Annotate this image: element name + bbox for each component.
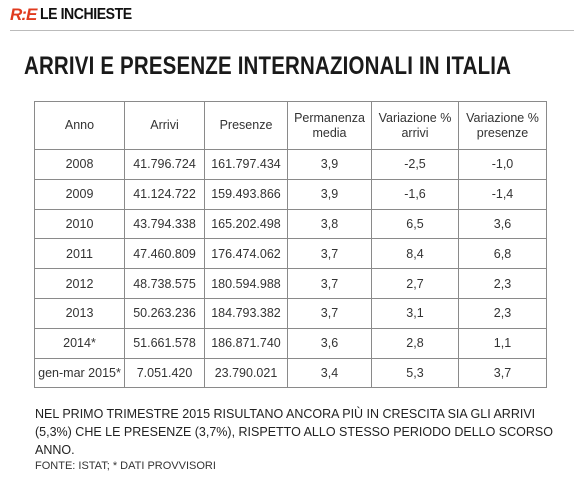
table-cell: 3,7 [287, 268, 372, 299]
table-cell: 184.793.382 [204, 297, 288, 329]
table-cell: 3,7 [287, 238, 372, 270]
table-cell: 50.263.236 [124, 297, 205, 329]
table-cell: 165.202.498 [204, 208, 288, 240]
table-cell: 3,9 [287, 178, 372, 210]
summary-note: NEL PRIMO TRIMESTRE 2015 RISULTANO ANCOR… [35, 407, 553, 457]
table-cell: 2010 [34, 208, 125, 240]
table-cell: 3,7 [458, 357, 547, 389]
table-cell: 47.460.809 [124, 238, 205, 270]
table-cell: 180.594.988 [204, 268, 288, 299]
table-cell: 2,3 [458, 297, 547, 329]
table-cell: 2013 [34, 297, 125, 329]
table-cell: -1,4 [458, 178, 547, 210]
table-cell: 6,8 [458, 238, 547, 270]
table-cell: 3,1 [371, 297, 459, 329]
table-cell: 7.051.420 [124, 357, 205, 389]
table-cell: 23.790.021 [204, 357, 288, 389]
table-cell: 161.797.434 [204, 149, 288, 180]
column-header: Permanenza media [287, 101, 372, 150]
table-row: gen-mar 2015* 7.051.420 23.790.021 3,4 5,3 3,… [34, 357, 547, 389]
table-row: 2008 41.796.724 161.797.434 3,9 -2,5 -1,0 [34, 149, 547, 180]
brand-logo: R:E [10, 5, 37, 24]
table-row: 2013 50.263.236 184.793.382 3,7 3,1 2,3 [34, 297, 547, 329]
table-cell: 186.871.740 [204, 327, 288, 359]
table-cell: 3,8 [287, 208, 372, 240]
table-cell: 51.661.578 [124, 327, 205, 359]
section-title: LE INCHIESTE [40, 6, 133, 23]
table-cell: 3,4 [287, 357, 372, 389]
table-cell: 2009 [34, 178, 125, 210]
table-row: 2012 48.738.575 180.594.988 3,7 2,7 2,3 [34, 268, 547, 299]
table-row: 2014* 51.661.578 186.871.740 3,6 2,8 1,1 [34, 327, 547, 359]
header-divider [10, 30, 574, 31]
table-cell: 2,3 [458, 268, 547, 299]
table-cell: 2,8 [371, 327, 459, 359]
table-cell: -1,6 [371, 178, 459, 210]
table-cell: 176.474.062 [204, 238, 288, 270]
data-table: Anno Arrivi Presenze Permanenza media Va… [34, 101, 547, 389]
source-note: FONTE: ISTAT; * DATI PROVVISORI [35, 460, 216, 472]
column-header: Arrivi [124, 101, 205, 150]
table-cell: -2,5 [371, 149, 459, 180]
table-cell: 8,4 [371, 238, 459, 270]
column-header: Variazione % arrivi [371, 101, 459, 150]
table-cell: 41.124.722 [124, 178, 205, 210]
table-row: 2011 47.460.809 176.474.062 3,7 8,4 6,8 [34, 238, 547, 270]
table-cell: -1,0 [458, 149, 547, 180]
table-cell: 43.794.338 [124, 208, 205, 240]
table-row: 2009 41.124.722 159.493.866 3,9 -1,6 -1,4 [34, 178, 547, 210]
table-cell: 48.738.575 [124, 268, 205, 299]
table-cell: 2014* [34, 327, 125, 359]
page-title: ARRIVI E PRESENZE INTERNAZIONALI IN ITAL… [24, 52, 512, 80]
table-cell: gen-mar 2015* [34, 357, 125, 389]
table-cell: 41.796.724 [124, 149, 205, 180]
table-cell: 2,7 [371, 268, 459, 299]
table-cell: 3,7 [287, 297, 372, 329]
column-header: Anno [34, 101, 125, 150]
table-cell: 6,5 [371, 208, 459, 240]
header-bar: R:E LE INCHIESTE [10, 4, 145, 26]
table-header-row: Anno Arrivi Presenze Permanenza media Va… [34, 101, 547, 150]
table-cell: 3,6 [458, 208, 547, 240]
table-cell: 2012 [34, 268, 125, 299]
table-cell: 2008 [34, 149, 125, 180]
table-cell: 1,1 [458, 327, 547, 359]
column-header: Variazione % presenze [458, 101, 547, 150]
table-body: 2008 41.796.724 161.797.434 3,9 -2,5 -1,0 2009… [34, 149, 547, 389]
table-row: 2010 43.794.338 165.202.498 3,8 6,5 3,6 [34, 208, 547, 240]
column-header: Presenze [204, 101, 288, 150]
table-cell: 5,3 [371, 357, 459, 389]
table-cell: 2011 [34, 238, 125, 270]
table-cell: 3,9 [287, 149, 372, 180]
table-cell: 3,6 [287, 327, 372, 359]
table-cell: 159.493.866 [204, 178, 288, 210]
